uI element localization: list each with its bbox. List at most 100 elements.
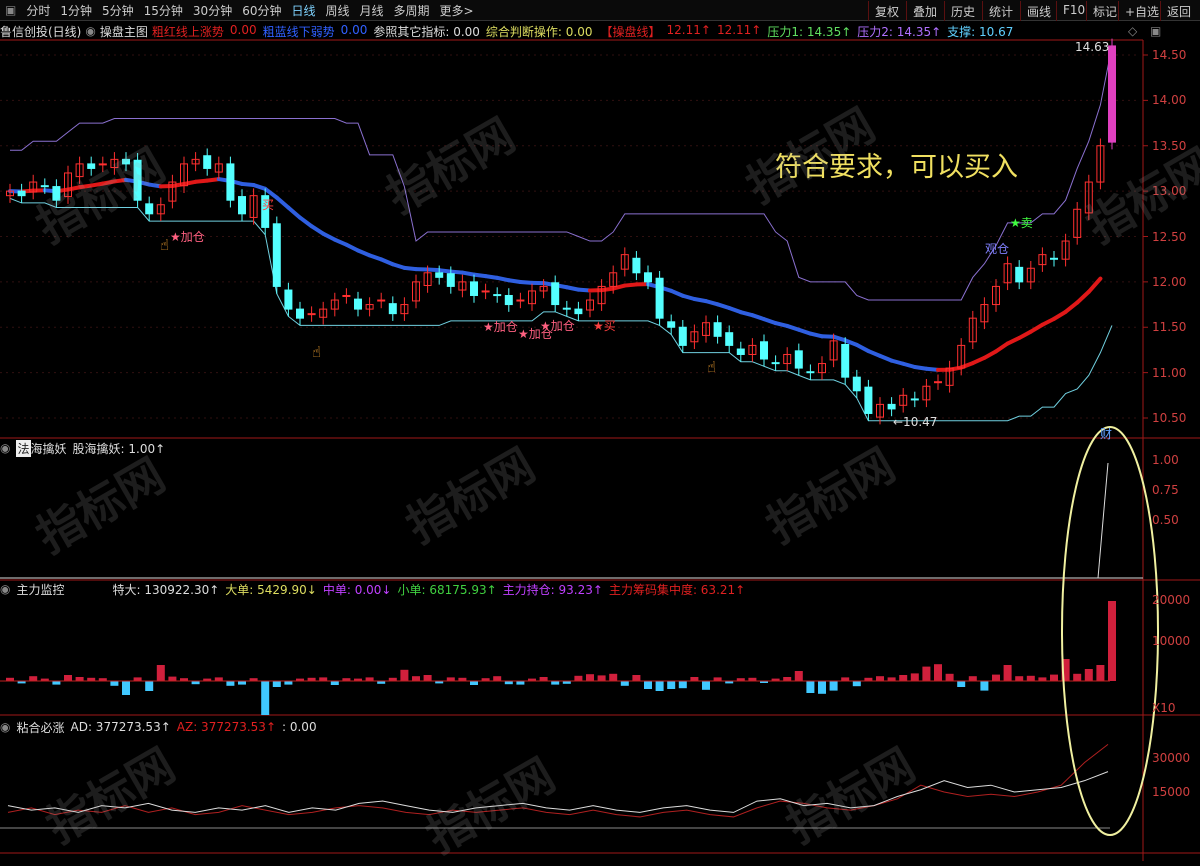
candle[interactable]: [935, 382, 942, 383]
volume-bar[interactable]: [551, 681, 559, 685]
volume-bar[interactable]: [168, 677, 176, 681]
volume-bar[interactable]: [1004, 665, 1012, 681]
volume-bar[interactable]: [946, 674, 954, 681]
volume-bar[interactable]: [261, 681, 269, 715]
candle[interactable]: [772, 363, 779, 364]
volume-bar[interactable]: [110, 681, 118, 686]
volume-bar[interactable]: [899, 675, 907, 681]
volume-bar[interactable]: [609, 674, 617, 681]
volume-bar[interactable]: [830, 681, 838, 691]
volume-bar[interactable]: [366, 677, 374, 681]
candle[interactable]: [853, 377, 860, 391]
candle[interactable]: [1109, 46, 1116, 142]
volume-bar[interactable]: [157, 665, 165, 681]
volume-bar[interactable]: [1073, 674, 1081, 681]
volume-bar[interactable]: [412, 676, 420, 681]
panel3-name[interactable]: 主力监控: [16, 581, 106, 598]
volume-bar[interactable]: [934, 664, 942, 681]
volume-bar[interactable]: [540, 677, 548, 681]
volume-bar[interactable]: [656, 681, 664, 691]
volume-bar[interactable]: [1027, 676, 1035, 681]
candle[interactable]: [888, 404, 895, 409]
candle[interactable]: [285, 290, 292, 309]
volume-bar[interactable]: [598, 675, 606, 681]
settings-icon[interactable]: ◉: [0, 720, 10, 734]
settings-icon[interactable]: ◉: [0, 441, 10, 455]
volume-bar[interactable]: [702, 681, 710, 690]
volume-bar[interactable]: [783, 677, 791, 681]
candle[interactable]: [911, 399, 918, 400]
volume-bar[interactable]: [470, 681, 478, 685]
candle[interactable]: [633, 258, 640, 273]
volume-bar[interactable]: [957, 681, 965, 687]
candle[interactable]: [726, 333, 733, 346]
volume-bar[interactable]: [424, 675, 432, 681]
volume-bar[interactable]: [888, 677, 896, 681]
volume-bar[interactable]: [273, 681, 281, 687]
volume-bar[interactable]: [992, 675, 1000, 681]
candle[interactable]: [447, 274, 454, 287]
volume-bar[interactable]: [806, 681, 814, 693]
candle[interactable]: [482, 291, 489, 292]
volume-bar[interactable]: [331, 681, 339, 685]
candle[interactable]: [378, 300, 385, 301]
candle[interactable]: [146, 204, 153, 214]
candle[interactable]: [645, 273, 652, 282]
candle[interactable]: [355, 299, 362, 309]
volume-bar[interactable]: [516, 681, 524, 685]
panel2-name[interactable]: 海擒妖: [31, 440, 67, 457]
volume-bar[interactable]: [795, 671, 803, 681]
candle[interactable]: [865, 387, 872, 413]
volume-bar[interactable]: [621, 681, 629, 686]
candle[interactable]: [795, 351, 802, 368]
panel4-name[interactable]: 粘合必涨: [16, 719, 64, 736]
volume-bar[interactable]: [1108, 601, 1116, 681]
volume-bar[interactable]: [644, 681, 652, 689]
volume-bar[interactable]: [52, 681, 60, 685]
volume-bar[interactable]: [215, 677, 223, 681]
candle[interactable]: [737, 349, 744, 354]
volume-bar[interactable]: [667, 681, 675, 689]
candle[interactable]: [308, 314, 315, 315]
candle[interactable]: [204, 156, 211, 169]
candle[interactable]: [668, 322, 675, 327]
candle[interactable]: [552, 283, 559, 305]
volume-bar[interactable]: [1096, 665, 1104, 681]
volume-bar[interactable]: [64, 675, 72, 681]
volume-bar[interactable]: [841, 677, 849, 681]
volume-bar[interactable]: [586, 674, 594, 681]
volume-bar[interactable]: [714, 677, 722, 681]
volume-bar[interactable]: [493, 676, 501, 681]
candle[interactable]: [517, 300, 524, 301]
volume-bar[interactable]: [145, 681, 153, 691]
candle[interactable]: [389, 304, 396, 314]
settings-icon[interactable]: ◉: [0, 582, 10, 596]
candle[interactable]: [297, 309, 304, 318]
volume-bar[interactable]: [76, 677, 84, 681]
candle[interactable]: [343, 295, 350, 296]
volume-bar[interactable]: [1085, 669, 1093, 681]
candle[interactable]: [239, 197, 246, 214]
candle[interactable]: [494, 295, 501, 296]
volume-bar[interactable]: [447, 677, 455, 681]
volume-bar[interactable]: [818, 681, 826, 694]
volume-bar[interactable]: [284, 681, 292, 685]
candle[interactable]: [679, 327, 686, 345]
volume-bar[interactable]: [238, 681, 246, 685]
candle[interactable]: [761, 342, 768, 359]
candle[interactable]: [1016, 267, 1023, 282]
candle[interactable]: [656, 278, 663, 318]
volume-bar[interactable]: [1015, 676, 1023, 681]
candle[interactable]: [842, 344, 849, 377]
volume-bar[interactable]: [922, 667, 930, 681]
volume-bar[interactable]: [29, 676, 37, 681]
volume-bar[interactable]: [319, 677, 327, 681]
volume-bar[interactable]: [911, 673, 919, 681]
candle[interactable]: [563, 308, 570, 309]
volume-bar[interactable]: [134, 677, 142, 681]
volume-bar[interactable]: [969, 676, 977, 681]
volume-bar[interactable]: [679, 681, 687, 688]
volume-bar[interactable]: [574, 676, 582, 681]
volume-bar[interactable]: [122, 681, 130, 695]
candle[interactable]: [471, 282, 478, 296]
